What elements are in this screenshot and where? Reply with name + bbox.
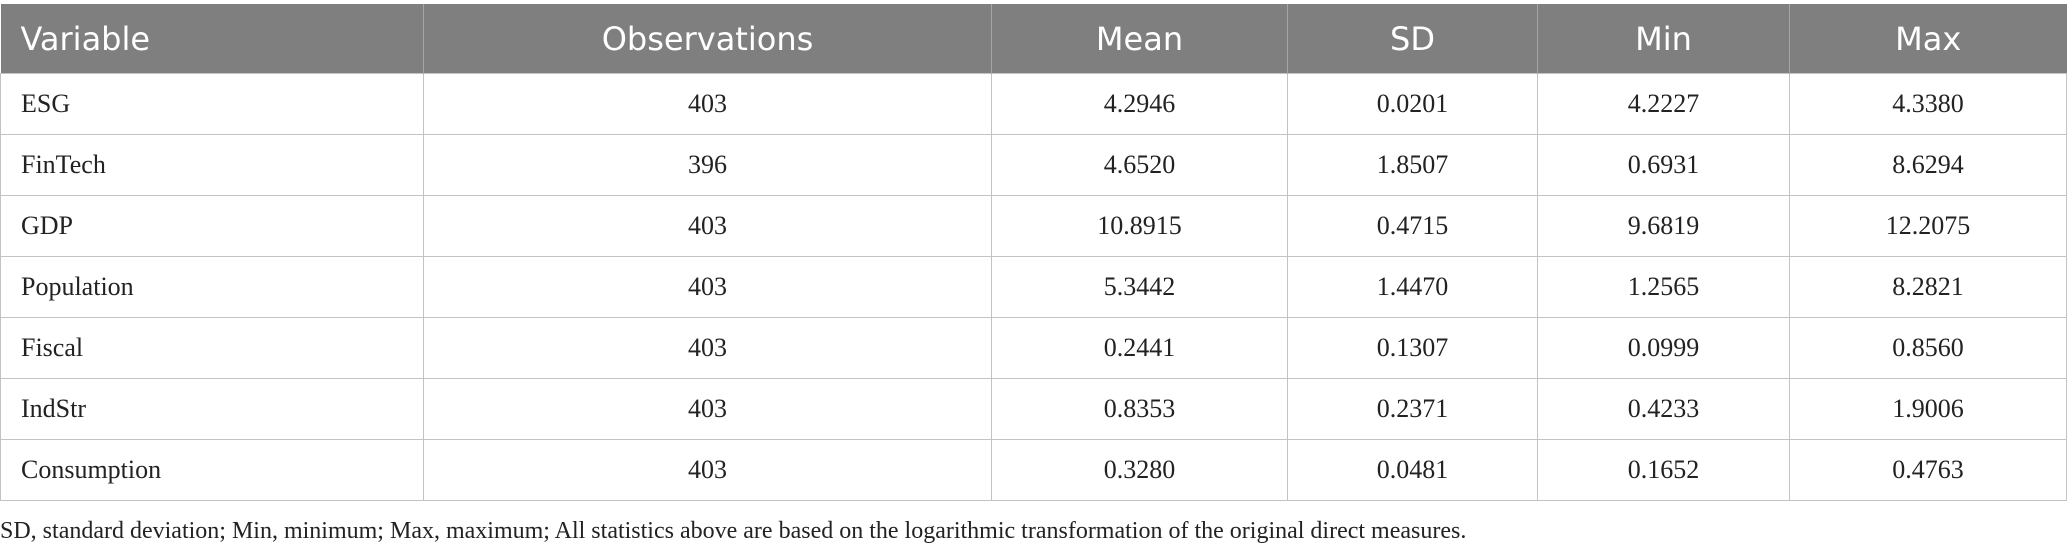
table-cell: 0.4233 — [1537, 378, 1790, 440]
table-cell: 0.8560 — [1789, 317, 2067, 379]
table-cell: 10.8915 — [991, 195, 1288, 257]
table-cell: 4.2946 — [991, 73, 1288, 135]
table-row: FinTech 396 4.6520 1.8507 0.6931 8.6294 — [0, 134, 2067, 196]
column-header: Mean — [991, 4, 1288, 74]
table-cell: 0.0481 — [1287, 439, 1538, 501]
table-cell: 1.4470 — [1287, 256, 1538, 318]
table-cell: 403 — [423, 195, 992, 257]
table-cell: 0.8353 — [991, 378, 1288, 440]
footnote: SD, standard deviation; Min, minimum; Ma… — [0, 518, 1467, 544]
table-cell: 1.9006 — [1789, 378, 2067, 440]
table-cell: 4.2227 — [1537, 73, 1790, 135]
table-cell: 0.2441 — [991, 317, 1288, 379]
column-header: SD — [1287, 4, 1538, 74]
stats-table: Variable Observations Mean SD Min Max ESG 403 4… — [0, 4, 2067, 501]
table-row: IndStr 403 0.8353 0.2371 0.4233 1.9006 — [0, 378, 2067, 440]
table-cell: 0.0999 — [1537, 317, 1790, 379]
table-cell: 1.8507 — [1287, 134, 1538, 196]
table-cell: 0.2371 — [1287, 378, 1538, 440]
table-row: Consumption 403 0.3280 0.0481 0.1652 0.4763 — [0, 439, 2067, 501]
column-header: Observations — [423, 4, 992, 74]
table-cell: 4.3380 — [1789, 73, 2067, 135]
table-row: ESG 403 4.2946 0.0201 4.2227 4.3380 — [0, 73, 2067, 135]
table-cell: 9.6819 — [1537, 195, 1790, 257]
table-cell: 8.6294 — [1789, 134, 2067, 196]
table-cell: FinTech — [0, 134, 424, 196]
table-cell: IndStr — [0, 378, 424, 440]
table-cell: 0.0201 — [1287, 73, 1538, 135]
column-header: Variable — [0, 4, 424, 74]
table-cell: Population — [0, 256, 424, 318]
table-cell: 0.6931 — [1537, 134, 1790, 196]
table-cell: 4.6520 — [991, 134, 1288, 196]
table-cell: 12.2075 — [1789, 195, 2067, 257]
table-row: GDP 403 10.8915 0.4715 9.6819 12.2075 — [0, 195, 2067, 257]
table-body: ESG 403 4.2946 0.0201 4.2227 4.3380 FinTech 396… — [0, 73, 2067, 501]
table-cell: ESG — [0, 73, 424, 135]
table-cell: 403 — [423, 73, 992, 135]
table-cell: 403 — [423, 256, 992, 318]
table-cell: 0.4715 — [1287, 195, 1538, 257]
table-cell: 8.2821 — [1789, 256, 2067, 318]
table-row: Fiscal 403 0.2441 0.1307 0.0999 0.8560 — [0, 317, 2067, 379]
table-cell: Consumption — [0, 439, 424, 501]
header-row: Variable Observations Mean SD Min Max — [0, 4, 2067, 74]
table-cell: Fiscal — [0, 317, 424, 379]
table-cell: 0.1652 — [1537, 439, 1790, 501]
table-cell: 5.3442 — [991, 256, 1288, 318]
column-header: Min — [1537, 4, 1790, 74]
table-cell: 403 — [423, 317, 992, 379]
table-cell: 0.4763 — [1789, 439, 2067, 501]
table-cell: 0.1307 — [1287, 317, 1538, 379]
table-row: Population 403 5.3442 1.4470 1.2565 8.2821 — [0, 256, 2067, 318]
table-cell: 396 — [423, 134, 992, 196]
table-cell: GDP — [0, 195, 424, 257]
column-header: Max — [1789, 4, 2067, 74]
table-cell: 403 — [423, 378, 992, 440]
table-cell: 403 — [423, 439, 992, 501]
table-cell: 1.2565 — [1537, 256, 1790, 318]
table-cell: 0.3280 — [991, 439, 1288, 501]
